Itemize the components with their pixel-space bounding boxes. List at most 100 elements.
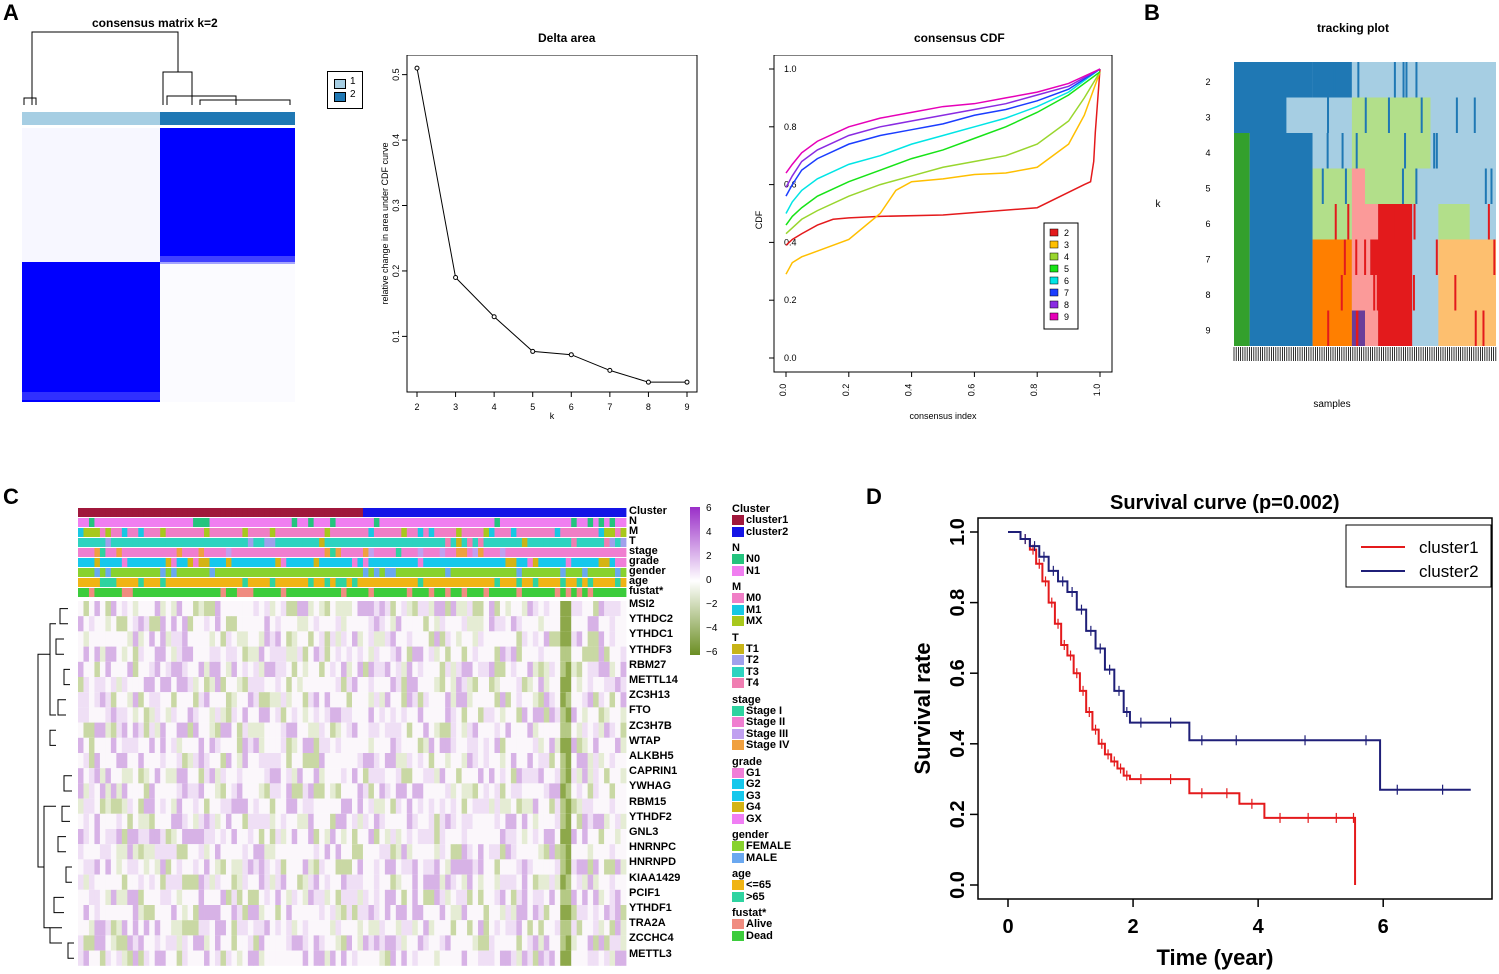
heatmap-cell — [593, 722, 599, 738]
heatmap-cell — [406, 646, 413, 662]
heatmap-cell — [538, 920, 545, 936]
heatmap-cell — [341, 692, 347, 708]
heatmap-cell — [609, 707, 616, 723]
heatmap-cell — [280, 722, 287, 738]
legend-swatch — [732, 740, 744, 750]
heatmap-cell — [258, 859, 265, 875]
heatmap-cell — [297, 677, 304, 693]
cdf-title: consensus CDF — [914, 31, 1005, 45]
heatmap-cell — [341, 737, 347, 753]
legend-swatch — [732, 790, 744, 801]
annotation-cell — [604, 548, 610, 557]
heatmap-cell — [554, 737, 561, 753]
heatmap-cell — [83, 874, 90, 890]
heatmap-cell — [176, 737, 183, 753]
heatmap-cell — [390, 677, 397, 693]
heatmap-cell — [335, 707, 342, 723]
heatmap-cell — [286, 707, 293, 723]
heatmap-cell — [521, 905, 528, 921]
heatmap-cell — [406, 874, 413, 890]
annotation-cell — [110, 578, 117, 587]
heatmap-cell — [401, 616, 408, 632]
heatmap-cell — [450, 889, 457, 905]
annotation-cell — [412, 518, 419, 527]
cdf-legend-swatch — [1049, 300, 1059, 309]
annotation-cell — [352, 578, 358, 587]
heatmap-cell — [209, 677, 216, 693]
annotation-cell — [554, 528, 561, 537]
heatmap-cell — [236, 631, 243, 647]
annotation-cell — [324, 538, 331, 547]
annotation-cell — [236, 508, 243, 517]
heatmap-cell — [78, 707, 84, 723]
heatmap-cell — [341, 616, 347, 632]
heatmap-cell — [368, 646, 375, 662]
heatmap-cell — [417, 905, 424, 921]
heatmap-cell — [116, 661, 123, 677]
annotation-cell — [434, 578, 441, 587]
annotation-cell — [510, 538, 517, 547]
heatmap-cell — [489, 737, 495, 753]
heatmap-cell — [532, 798, 539, 814]
annotation-cell — [302, 528, 309, 537]
heatmap-cell — [494, 859, 501, 875]
heatmap-cell — [143, 737, 150, 753]
annotation-cell — [384, 528, 391, 537]
heatmap-cell — [187, 783, 194, 799]
heatmap-cell — [94, 692, 101, 708]
heatmap-cell — [543, 829, 550, 845]
legend-item-label: T2 — [746, 654, 759, 666]
tracking-stripe — [1394, 204, 1397, 240]
heatmap-cell — [319, 616, 325, 632]
heatmap-cell — [198, 768, 205, 784]
heatmap-cell — [499, 631, 506, 647]
heatmap-cell — [121, 737, 128, 753]
heatmap-cell — [499, 813, 506, 829]
heatmap-cell — [554, 661, 561, 677]
heatmap-cell — [275, 601, 282, 617]
heatmap-cell — [565, 631, 572, 647]
heatmap-cell — [319, 844, 325, 860]
heatmap-cell — [275, 920, 282, 936]
tracking-segment — [1249, 239, 1313, 275]
heatmap-cell — [231, 950, 238, 966]
annotation-cell — [242, 518, 249, 527]
heatmap-cell — [587, 935, 594, 951]
heatmap-cell — [335, 722, 342, 738]
heatmap-cell — [549, 631, 556, 647]
heatmap-cell — [99, 753, 106, 769]
heatmap-cell — [467, 813, 473, 829]
annotation-cell — [154, 528, 161, 537]
annotation-cell — [99, 558, 106, 567]
heatmap-cell — [121, 889, 128, 905]
heatmap-cell — [390, 768, 397, 784]
heatmap-cell — [143, 829, 150, 845]
annotation-cell — [313, 518, 320, 527]
cdf-xtick-label: 0.2 — [841, 384, 851, 397]
annotation-cell — [99, 538, 106, 547]
heatmap-cell — [132, 616, 139, 632]
annotation-cell — [308, 528, 315, 537]
heatmap-cell — [499, 692, 506, 708]
annotation-cell — [121, 568, 128, 577]
heatmap-cell — [395, 646, 402, 662]
tracking-segment — [1234, 168, 1250, 204]
heatmap-cell — [236, 889, 243, 905]
annotation-cell — [264, 558, 271, 567]
annotation-cell — [209, 578, 216, 587]
heatmap-cell — [308, 707, 315, 723]
annotation-cell — [423, 548, 430, 557]
tracking-stripe — [1394, 239, 1397, 275]
heatmap-cell — [368, 844, 375, 860]
annotation-cell — [83, 548, 90, 557]
heatmap-cell — [187, 905, 194, 921]
heatmap-cell — [582, 753, 589, 769]
heatmap-cell — [341, 905, 347, 921]
annotation-cell — [182, 508, 188, 517]
annotation-cell — [346, 588, 353, 597]
heatmap-cell — [160, 601, 167, 617]
heatmap-cell — [401, 874, 408, 890]
heatmap-cell — [406, 601, 413, 617]
heatmap-cell — [554, 829, 561, 845]
heatmap-cell — [456, 813, 462, 829]
